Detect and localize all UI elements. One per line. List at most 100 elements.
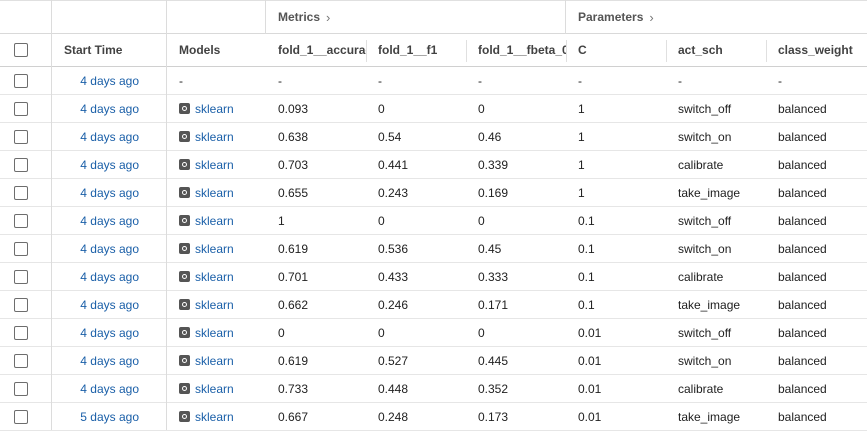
fold-1-accuracy-value: 0.701 [278,269,309,284]
class-weight-value: balanced [778,185,827,200]
table-row[interactable]: 4 days ago sklearn 0.662 0.246 0.171 0.1 take_… [0,291,867,319]
table-row[interactable]: 4 days ago sklearn 0.638 0.54 0.46 1 switch_on… [0,123,867,151]
parameters-group[interactable]: Parameters › [578,1,858,33]
column-divider [466,40,467,62]
start-time-link[interactable]: 4 days ago [80,129,139,144]
row-checkbox[interactable] [14,409,28,424]
table-row[interactable]: 4 days ago sklearn 0.733 0.448 0.352 0.01 cali… [0,375,867,403]
column-divider [766,40,767,62]
fold-1-accuracy-value: - [278,73,282,88]
fold-1-fbeta-value: 0 [478,325,485,340]
model-link[interactable]: sklearn [195,381,234,396]
col-start-time[interactable]: Start Time [64,43,123,57]
col-act-sch[interactable]: act_sch [678,43,723,57]
act-sch-value: switch_on [678,353,732,368]
start-time-link[interactable]: 4 days ago [80,101,139,116]
row-checkbox[interactable] [14,241,28,256]
table-row[interactable]: 4 days ago - - - - - - - [0,67,867,95]
row-checkbox[interactable] [14,129,28,144]
table-row[interactable]: 4 days ago sklearn 0 0 0 0.01 switch_off balanc… [0,319,867,347]
fold-1-f1-value: 0.433 [378,269,409,284]
model-cell[interactable]: sklearn [179,403,264,430]
start-time-link[interactable]: 5 days ago [80,409,139,424]
model-link[interactable]: sklearn [195,297,234,312]
model-cell[interactable]: sklearn [179,235,264,262]
start-time-link[interactable]: 4 days ago [80,325,139,340]
start-time-link[interactable]: 4 days ago [80,381,139,396]
row-checkbox[interactable] [14,73,28,88]
table-row[interactable]: 4 days ago sklearn 0.093 0 0 1 switch_off balan… [0,95,867,123]
model-link[interactable]: sklearn [195,353,234,368]
col-class-weight[interactable]: class_weight [778,43,853,57]
model-link[interactable]: sklearn [195,409,234,424]
model-link[interactable]: sklearn [195,101,234,116]
model-cell[interactable]: sklearn [179,263,264,290]
chevron-right-icon[interactable]: › [649,9,654,25]
row-checkbox[interactable] [14,185,28,200]
row-select-cell [14,207,34,234]
model-cell[interactable]: sklearn [179,319,264,346]
col-models[interactable]: Models [179,43,221,57]
model-cell[interactable]: sklearn [179,123,264,150]
model-cell[interactable]: sklearn [179,95,264,122]
table-row[interactable]: 4 days ago sklearn 0.701 0.433 0.333 0.1 calib… [0,263,867,291]
row-checkbox[interactable] [14,381,28,396]
class-weight-value: balanced [778,409,827,424]
model-link[interactable]: sklearn [195,241,234,256]
model-link[interactable]: sklearn [195,185,234,200]
c-value: 0.01 [578,409,602,424]
chevron-right-icon[interactable]: › [326,9,331,25]
fold-1-fbeta-value: 0.45 [478,241,502,256]
start-time-link[interactable]: 4 days ago [80,73,139,88]
start-time-link[interactable]: 4 days ago [80,185,139,200]
start-time-link[interactable]: 4 days ago [80,353,139,368]
c-value: 0.01 [578,353,602,368]
row-checkbox[interactable] [14,297,28,312]
act-sch-value: switch_off [678,213,732,228]
model-icon [179,103,190,114]
model-link[interactable]: sklearn [195,213,234,228]
col-fold-1-fbeta[interactable]: fold_1__fbeta_05 [478,43,566,57]
table-row[interactable]: 4 days ago sklearn 0.619 0.536 0.45 0.1 switch… [0,235,867,263]
col-fold-1-f1[interactable]: fold_1__f1 [378,43,438,57]
fold-1-accuracy-value: 0 [278,325,285,340]
row-checkbox[interactable] [14,325,28,340]
table-row[interactable]: 4 days ago sklearn 0.703 0.441 0.339 1 calibra… [0,151,867,179]
table-row[interactable]: 4 days ago sklearn 1 0 0 0.1 switch_off balance… [0,207,867,235]
row-select-cell [14,123,34,150]
model-link[interactable]: sklearn [195,157,234,172]
class-weight-value: balanced [778,213,827,228]
model-cell[interactable]: sklearn [179,375,264,402]
table-row[interactable]: 5 days ago sklearn 0.667 0.248 0.173 0.01 take… [0,403,867,431]
start-time-link[interactable]: 4 days ago [80,269,139,284]
act-sch-value: switch_off [678,101,732,116]
table-row[interactable]: 4 days ago sklearn 0.619 0.527 0.445 0.01 swit… [0,347,867,375]
fold-1-accuracy-value: 0.662 [278,297,309,312]
model-cell[interactable]: sklearn [179,151,264,178]
row-checkbox[interactable] [14,213,28,228]
row-checkbox[interactable] [14,157,28,172]
model-cell[interactable]: sklearn [179,179,264,206]
col-fold-1-accuracy[interactable]: fold_1__accuracy [278,43,366,57]
table-row[interactable]: 4 days ago sklearn 0.655 0.243 0.169 1 take_im… [0,179,867,207]
row-checkbox[interactable] [14,269,28,284]
start-time-link[interactable]: 4 days ago [80,297,139,312]
model-link[interactable]: sklearn [195,129,234,144]
model-link[interactable]: sklearn [195,269,234,284]
select-all-checkbox[interactable] [14,43,28,57]
start-time-link[interactable]: 4 days ago [80,213,139,228]
metrics-group[interactable]: Metrics › [278,1,548,33]
col-c[interactable]: C [578,43,587,57]
row-checkbox[interactable] [14,101,28,116]
start-time-link[interactable]: 4 days ago [80,241,139,256]
class-weight-value: balanced [778,353,827,368]
model-link[interactable]: sklearn [195,325,234,340]
model-icon [179,383,190,394]
model-cell[interactable]: sklearn [179,291,264,318]
row-checkbox[interactable] [14,353,28,368]
model-cell[interactable]: sklearn [179,347,264,374]
start-time-link[interactable]: 4 days ago [80,157,139,172]
fold-1-accuracy-value: 0.638 [278,129,309,144]
fold-1-fbeta-value: 0.339 [478,157,509,172]
model-cell[interactable]: sklearn [179,207,264,234]
